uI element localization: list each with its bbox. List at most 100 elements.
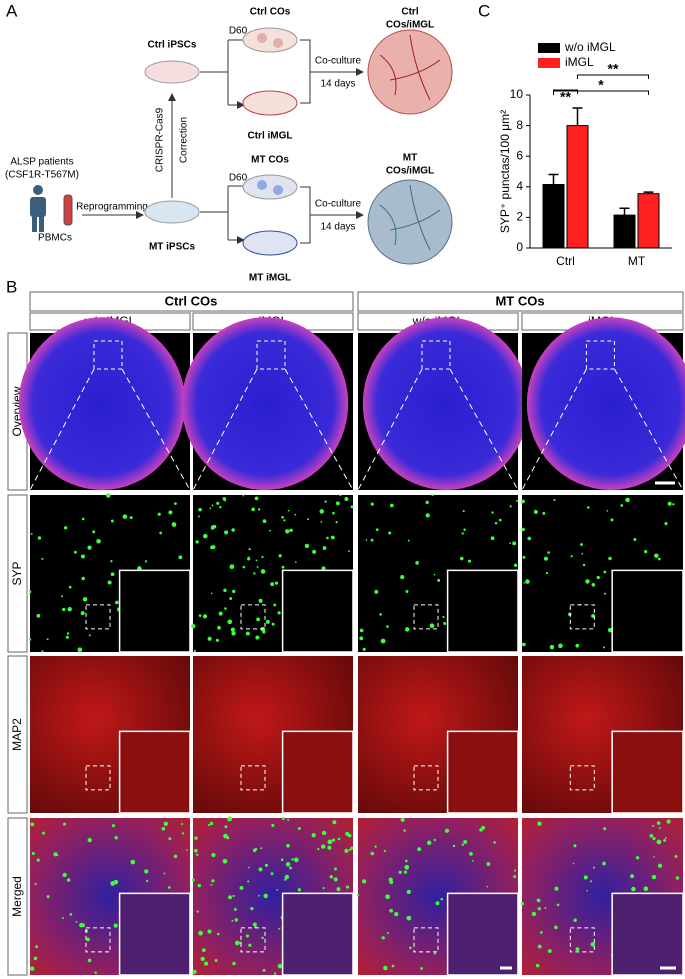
puncta xyxy=(547,551,550,554)
puncta xyxy=(232,961,236,966)
puncta xyxy=(224,825,228,829)
puncta xyxy=(281,817,285,821)
puncta xyxy=(319,509,325,514)
puncta xyxy=(163,821,168,826)
sig-label: ** xyxy=(608,61,619,77)
puncta xyxy=(674,854,678,858)
puncta xyxy=(321,830,327,836)
puncta xyxy=(229,564,235,570)
puncta xyxy=(672,503,675,506)
label: ALSP patients xyxy=(10,157,73,168)
puncta xyxy=(210,545,214,550)
schematic: Ctrl iPSCs D60 Ctrl COs Ctrl iMGL Co-cul… xyxy=(5,7,453,284)
puncta xyxy=(181,823,184,826)
puncta xyxy=(585,579,590,584)
puncta xyxy=(521,642,526,647)
puncta xyxy=(592,866,596,869)
puncta xyxy=(344,496,349,501)
puncta xyxy=(260,847,263,850)
puncta xyxy=(348,550,350,553)
puncta xyxy=(513,875,517,878)
puncta xyxy=(294,513,297,516)
puncta xyxy=(406,915,412,921)
puncta xyxy=(200,956,205,962)
label: MT iMGL xyxy=(249,273,291,284)
organoid xyxy=(367,29,453,115)
puncta xyxy=(247,866,250,869)
puncta xyxy=(554,886,559,891)
puncta xyxy=(234,940,240,946)
puncta xyxy=(643,886,649,892)
label: Co-culture xyxy=(315,56,362,67)
sig-bracket xyxy=(577,74,649,79)
puncta xyxy=(383,849,386,853)
puncta xyxy=(223,588,227,593)
puncta xyxy=(197,515,200,518)
puncta xyxy=(467,559,472,563)
puncta xyxy=(664,522,668,526)
roi-box xyxy=(85,927,111,953)
row-box xyxy=(7,494,28,653)
puncta xyxy=(520,902,525,906)
puncta xyxy=(494,522,498,525)
puncta xyxy=(388,531,392,535)
puncta xyxy=(218,611,223,616)
puncta xyxy=(356,893,360,897)
error-bar xyxy=(548,173,559,185)
puncta xyxy=(575,947,580,952)
puncta xyxy=(144,560,148,563)
puncta xyxy=(31,851,35,855)
puncta xyxy=(253,572,256,575)
label: MT iPSCs xyxy=(149,242,196,253)
zoom-lines xyxy=(29,368,191,491)
puncta xyxy=(281,565,285,569)
puncta xyxy=(330,535,335,540)
puncta xyxy=(254,847,258,851)
puncta xyxy=(406,889,411,895)
header-box xyxy=(29,291,354,312)
puncta xyxy=(359,636,364,641)
puncta xyxy=(110,560,113,563)
puncta xyxy=(586,889,589,892)
puncta xyxy=(370,538,374,542)
sig-bracket xyxy=(553,90,649,95)
puncta xyxy=(568,612,572,617)
puncta xyxy=(433,573,436,576)
puncta xyxy=(215,638,220,642)
puncta xyxy=(163,872,166,875)
puncta xyxy=(167,886,171,889)
puncta xyxy=(41,557,44,560)
puncta xyxy=(606,509,609,512)
vessels xyxy=(379,184,441,251)
puncta xyxy=(337,837,341,841)
puncta xyxy=(493,841,496,844)
puncta xyxy=(230,627,235,632)
puncta xyxy=(370,502,374,506)
puncta xyxy=(620,504,624,507)
puncta xyxy=(137,566,142,571)
puncta xyxy=(656,821,661,825)
puncta xyxy=(604,592,607,595)
zoom-lines xyxy=(357,368,519,491)
puncta xyxy=(198,507,202,512)
puncta xyxy=(210,525,214,529)
puncta xyxy=(87,958,92,963)
puncta xyxy=(247,556,250,559)
puncta xyxy=(633,538,637,542)
puncta xyxy=(644,549,648,554)
puncta xyxy=(664,837,667,839)
puncta xyxy=(339,494,342,497)
panel-label: A xyxy=(6,1,18,20)
puncta xyxy=(181,832,185,835)
puncta xyxy=(88,634,91,637)
puncta xyxy=(242,494,245,497)
puncta xyxy=(333,877,338,882)
roi-box xyxy=(413,927,439,953)
puncta xyxy=(192,969,197,975)
puncta xyxy=(260,569,266,574)
organoid xyxy=(273,185,283,195)
arrow xyxy=(228,39,243,105)
puncta xyxy=(273,972,277,975)
puncta xyxy=(37,536,42,540)
puncta xyxy=(461,532,464,535)
